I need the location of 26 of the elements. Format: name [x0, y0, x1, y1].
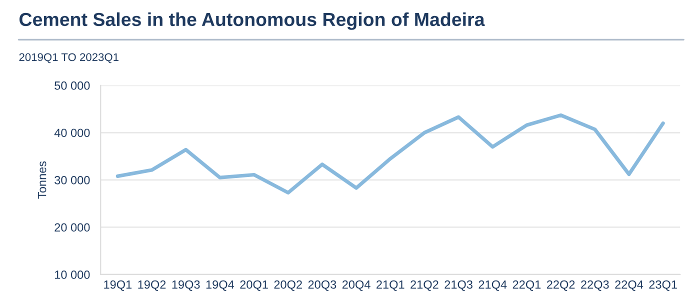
- x-tick-label: 22Q4: [615, 280, 644, 291]
- y-tick-label: 50 000: [54, 81, 90, 90]
- x-tick-label: 21Q4: [478, 280, 507, 291]
- x-tick-label: 23Q1: [649, 280, 677, 291]
- x-tick-label: 19Q3: [172, 280, 200, 291]
- x-tick-label: 22Q3: [581, 280, 609, 291]
- x-tick-label: 22Q1: [512, 280, 541, 291]
- y-tick-label: 40 000: [54, 128, 90, 138]
- y-tick-label: 30 000: [54, 176, 90, 184]
- x-tick-label: 19Q1: [104, 280, 132, 291]
- x-tick-label: 22Q2: [546, 280, 575, 291]
- x-tick-label: 21Q2: [410, 280, 438, 291]
- y-tick-label: 10 000: [55, 270, 90, 279]
- x-tick-label: 20Q1: [240, 280, 268, 291]
- x-tick-label: 21Q3: [444, 280, 472, 291]
- x-tick-label: 19Q4: [206, 280, 234, 291]
- x-tick-label: 20Q4: [342, 280, 370, 291]
- x-tick-label: 20Q3: [308, 280, 336, 291]
- chart-title: Cement Sales in the Autonomous Region of Madeira: [20, 12, 485, 30]
- y-tick-label: 20 000: [54, 223, 90, 232]
- x-tick-label: 21Q1: [376, 280, 404, 291]
- chart-subtitle: 2019Q1 TO 2023Q1: [19, 53, 118, 64]
- line-series: [116, 113, 665, 195]
- x-tick-label: 20Q2: [274, 280, 302, 291]
- y-axis-title: Tonnes: [38, 161, 46, 199]
- x-tick-label: 19Q2: [138, 280, 166, 291]
